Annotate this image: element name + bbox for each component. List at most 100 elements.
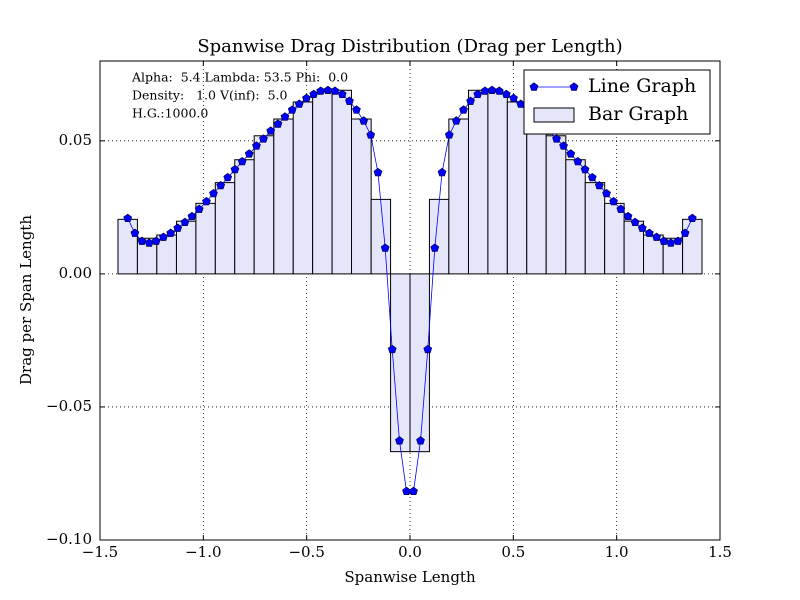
marker	[409, 486, 418, 496]
x-axis-label: Spanwise Length	[344, 568, 476, 586]
bar	[565, 159, 586, 275]
bar	[448, 118, 469, 275]
marker	[273, 119, 283, 128]
marker	[359, 116, 369, 125]
marker	[330, 86, 340, 95]
marker	[602, 188, 611, 198]
bar	[487, 91, 508, 275]
marker	[673, 236, 683, 245]
x-tick-label: −1.5	[82, 543, 118, 561]
marker	[130, 228, 140, 237]
y-tick-label: −0.10	[46, 530, 92, 548]
marker	[187, 211, 197, 221]
marker	[309, 89, 319, 98]
bar	[273, 118, 294, 275]
marker	[659, 236, 669, 245]
marker	[266, 126, 276, 135]
marker	[323, 85, 333, 94]
marker	[644, 228, 654, 237]
marker	[509, 93, 518, 102]
marker	[352, 105, 361, 114]
legend-label: Line Graph	[588, 75, 696, 97]
marker	[687, 213, 697, 222]
bar	[234, 159, 255, 275]
y-axis-label: Drag per Span Length	[17, 215, 35, 385]
marker	[566, 149, 576, 158]
marker	[366, 130, 376, 139]
marker	[559, 141, 568, 150]
bar	[467, 89, 489, 275]
legend-marker	[529, 82, 539, 91]
marker	[637, 223, 647, 232]
marker	[202, 196, 211, 206]
bar	[409, 273, 430, 453]
marker	[151, 236, 161, 245]
marker	[180, 217, 190, 226]
annotation: Density: 1.0 V(inf): 5.0	[132, 88, 287, 103]
marker	[280, 112, 290, 121]
marker	[380, 243, 390, 252]
marker	[337, 89, 347, 98]
x-tick-label: 0.5	[501, 543, 525, 561]
annotation: H.G.:1000.0	[132, 106, 208, 121]
marker	[494, 86, 504, 95]
marker	[287, 105, 297, 114]
bar	[195, 202, 216, 275]
marker	[666, 238, 676, 247]
marker	[423, 344, 433, 354]
bar	[253, 135, 275, 275]
bar	[351, 118, 372, 275]
bar	[545, 135, 567, 275]
marker	[459, 105, 468, 114]
x-tick-label: 1.5	[708, 543, 732, 561]
marker	[437, 167, 447, 177]
marker	[594, 180, 604, 190]
marker	[302, 93, 311, 102]
marker	[252, 141, 261, 150]
bar	[682, 218, 703, 275]
bar	[584, 182, 606, 275]
marker	[466, 96, 475, 105]
marker	[580, 164, 590, 174]
x-tick-label: 1.0	[605, 543, 629, 561]
marker	[616, 204, 626, 213]
marker	[630, 217, 640, 226]
plot-frame	[99, 60, 721, 541]
legend-label: Bar Graph	[588, 103, 688, 125]
marker	[552, 134, 561, 143]
bar	[331, 89, 353, 275]
marker	[609, 196, 618, 206]
marker	[623, 211, 633, 221]
y-tick-label: −0.05	[46, 397, 92, 415]
marker	[373, 167, 383, 177]
marker	[652, 232, 661, 241]
marker	[223, 172, 233, 182]
marker	[166, 228, 176, 237]
legend-marker	[569, 82, 579, 91]
marker	[487, 85, 497, 94]
bar	[312, 91, 333, 275]
chart-title: Spanwise Drag Distribution (Drag per Len…	[197, 36, 622, 57]
legend-box	[523, 69, 711, 135]
bar	[370, 198, 392, 275]
bar	[526, 118, 547, 275]
bar	[604, 202, 625, 275]
bar	[214, 182, 236, 275]
marker	[473, 89, 483, 98]
marker	[680, 228, 690, 237]
legend-patch	[533, 107, 575, 123]
marker	[501, 89, 511, 98]
bar	[428, 198, 450, 275]
marker	[194, 204, 204, 213]
bar	[292, 101, 314, 275]
marker	[159, 232, 168, 241]
marker	[230, 164, 240, 174]
marker	[430, 243, 440, 252]
x-tick-label: −1.0	[185, 543, 221, 561]
marker	[294, 99, 304, 108]
y-tick-label: 0.00	[59, 264, 92, 282]
y-tick-label: 0.05	[59, 131, 92, 149]
bar	[117, 218, 138, 275]
